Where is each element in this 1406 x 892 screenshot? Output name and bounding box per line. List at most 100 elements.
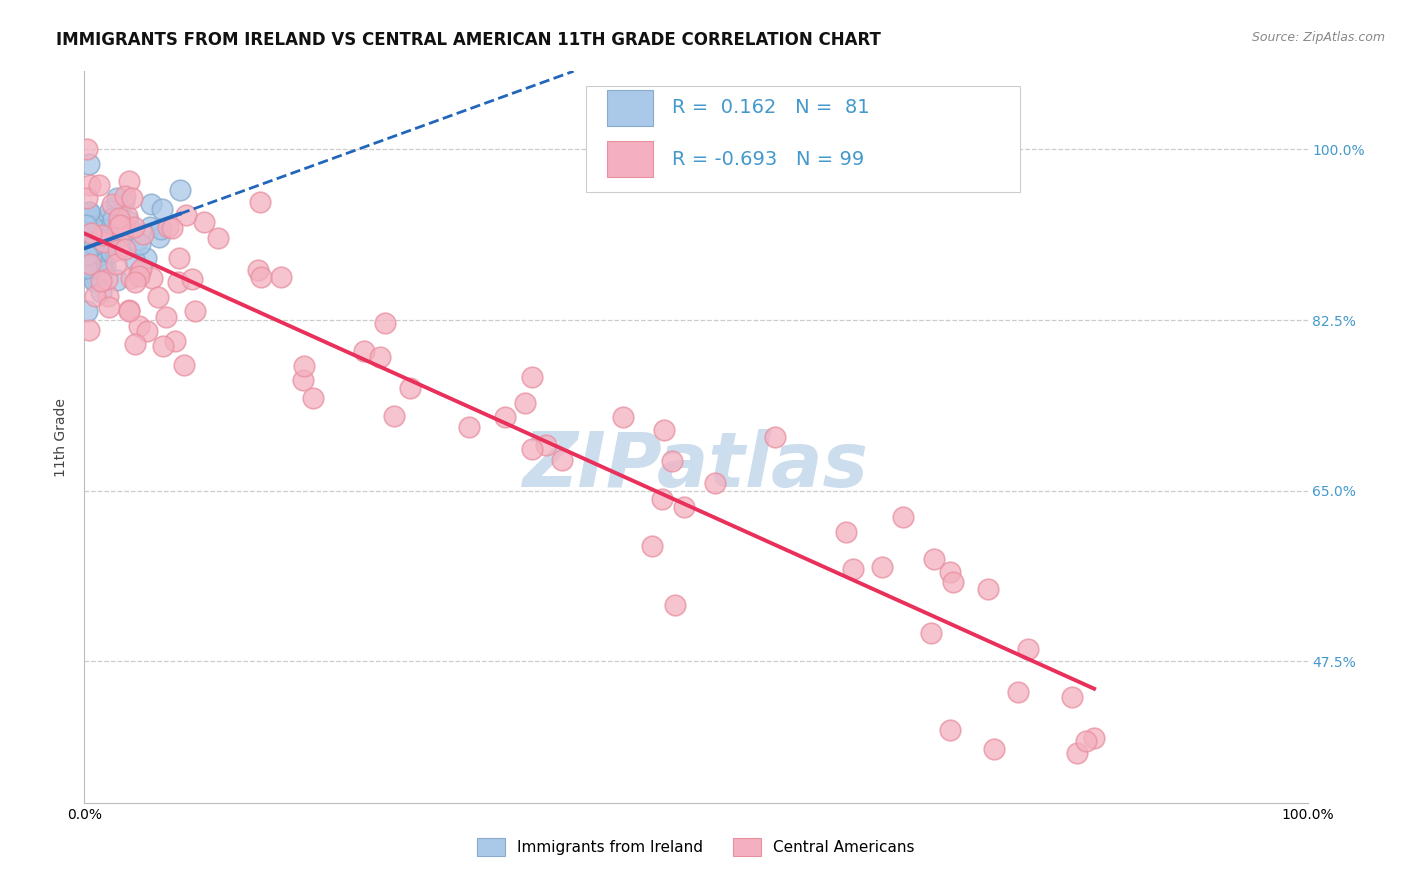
Point [105,273,128,287]
Point [96,272,118,286]
Point [107,219,129,233]
FancyBboxPatch shape [586,86,1021,192]
Point [100,245,122,260]
Point [76,248,98,262]
Point [129,261,152,276]
Point [83,289,105,303]
Point [117,304,139,318]
Point [101,211,124,225]
Point [249,269,271,284]
Point [458,420,481,434]
Point [513,396,536,410]
Point [612,410,634,425]
Point [89,227,111,242]
Point [374,316,396,330]
Text: Source: ZipAtlas.com: Source: ZipAtlas.com [1251,31,1385,45]
Point [165,334,187,349]
Point [294,359,316,374]
Point [101,197,124,211]
Point [494,410,516,425]
Point [103,237,125,252]
Point [132,227,155,242]
Point [1074,733,1097,747]
Point [122,219,145,234]
Point [93,245,115,260]
Point [672,500,695,514]
Point [983,742,1005,756]
Point [76,142,98,156]
Point [105,257,128,271]
Point [1060,690,1083,704]
Point [128,264,150,278]
Point [80,227,103,242]
Point [80,248,103,262]
Point [91,228,114,243]
Point [75,261,97,276]
Point [76,238,98,252]
Point [148,290,170,304]
Point [117,213,139,227]
Point [127,235,149,249]
Point [82,244,104,259]
Point [82,244,104,259]
Point [77,204,100,219]
Point [93,235,115,249]
Point [155,310,177,325]
Point [150,202,173,216]
Point [180,272,202,286]
Point [79,178,101,192]
Point [1083,731,1105,745]
Point [661,454,683,468]
Point [1017,641,1039,656]
Point [112,222,135,236]
Point [1007,684,1029,698]
Point [160,220,183,235]
Point [98,202,121,217]
Point [534,438,557,452]
Point [87,178,110,193]
Point [891,510,914,524]
Point [121,191,143,205]
Point [86,271,108,285]
Point [112,194,135,208]
Point [90,264,112,278]
Point [75,216,97,230]
Point [939,565,962,579]
Point [117,222,139,236]
Point [1066,746,1088,760]
Point [115,209,138,223]
Point [79,257,101,271]
Point [398,381,420,395]
Point [79,323,101,337]
Point [651,491,673,506]
Point [80,219,103,234]
Point [135,252,157,266]
Point [77,204,100,219]
Bar [606,141,654,178]
Point [77,231,100,245]
Point [77,261,100,276]
Point [141,271,163,285]
Point [76,258,98,272]
Y-axis label: 11th Grade: 11th Grade [55,398,69,476]
Point [77,211,100,225]
Point [107,211,129,225]
Point [76,191,98,205]
Point [75,218,97,232]
Point [98,300,121,314]
Point [100,235,122,250]
Point [184,304,207,318]
Point [169,183,191,197]
Point [270,270,292,285]
Point [247,262,270,277]
Point [522,370,544,384]
Point [291,373,314,387]
Point [93,223,115,237]
Point [80,251,103,265]
Point [664,598,686,612]
Point [124,275,146,289]
Point [129,237,152,252]
Point [105,190,128,204]
Point [83,274,105,288]
Point [107,243,129,257]
